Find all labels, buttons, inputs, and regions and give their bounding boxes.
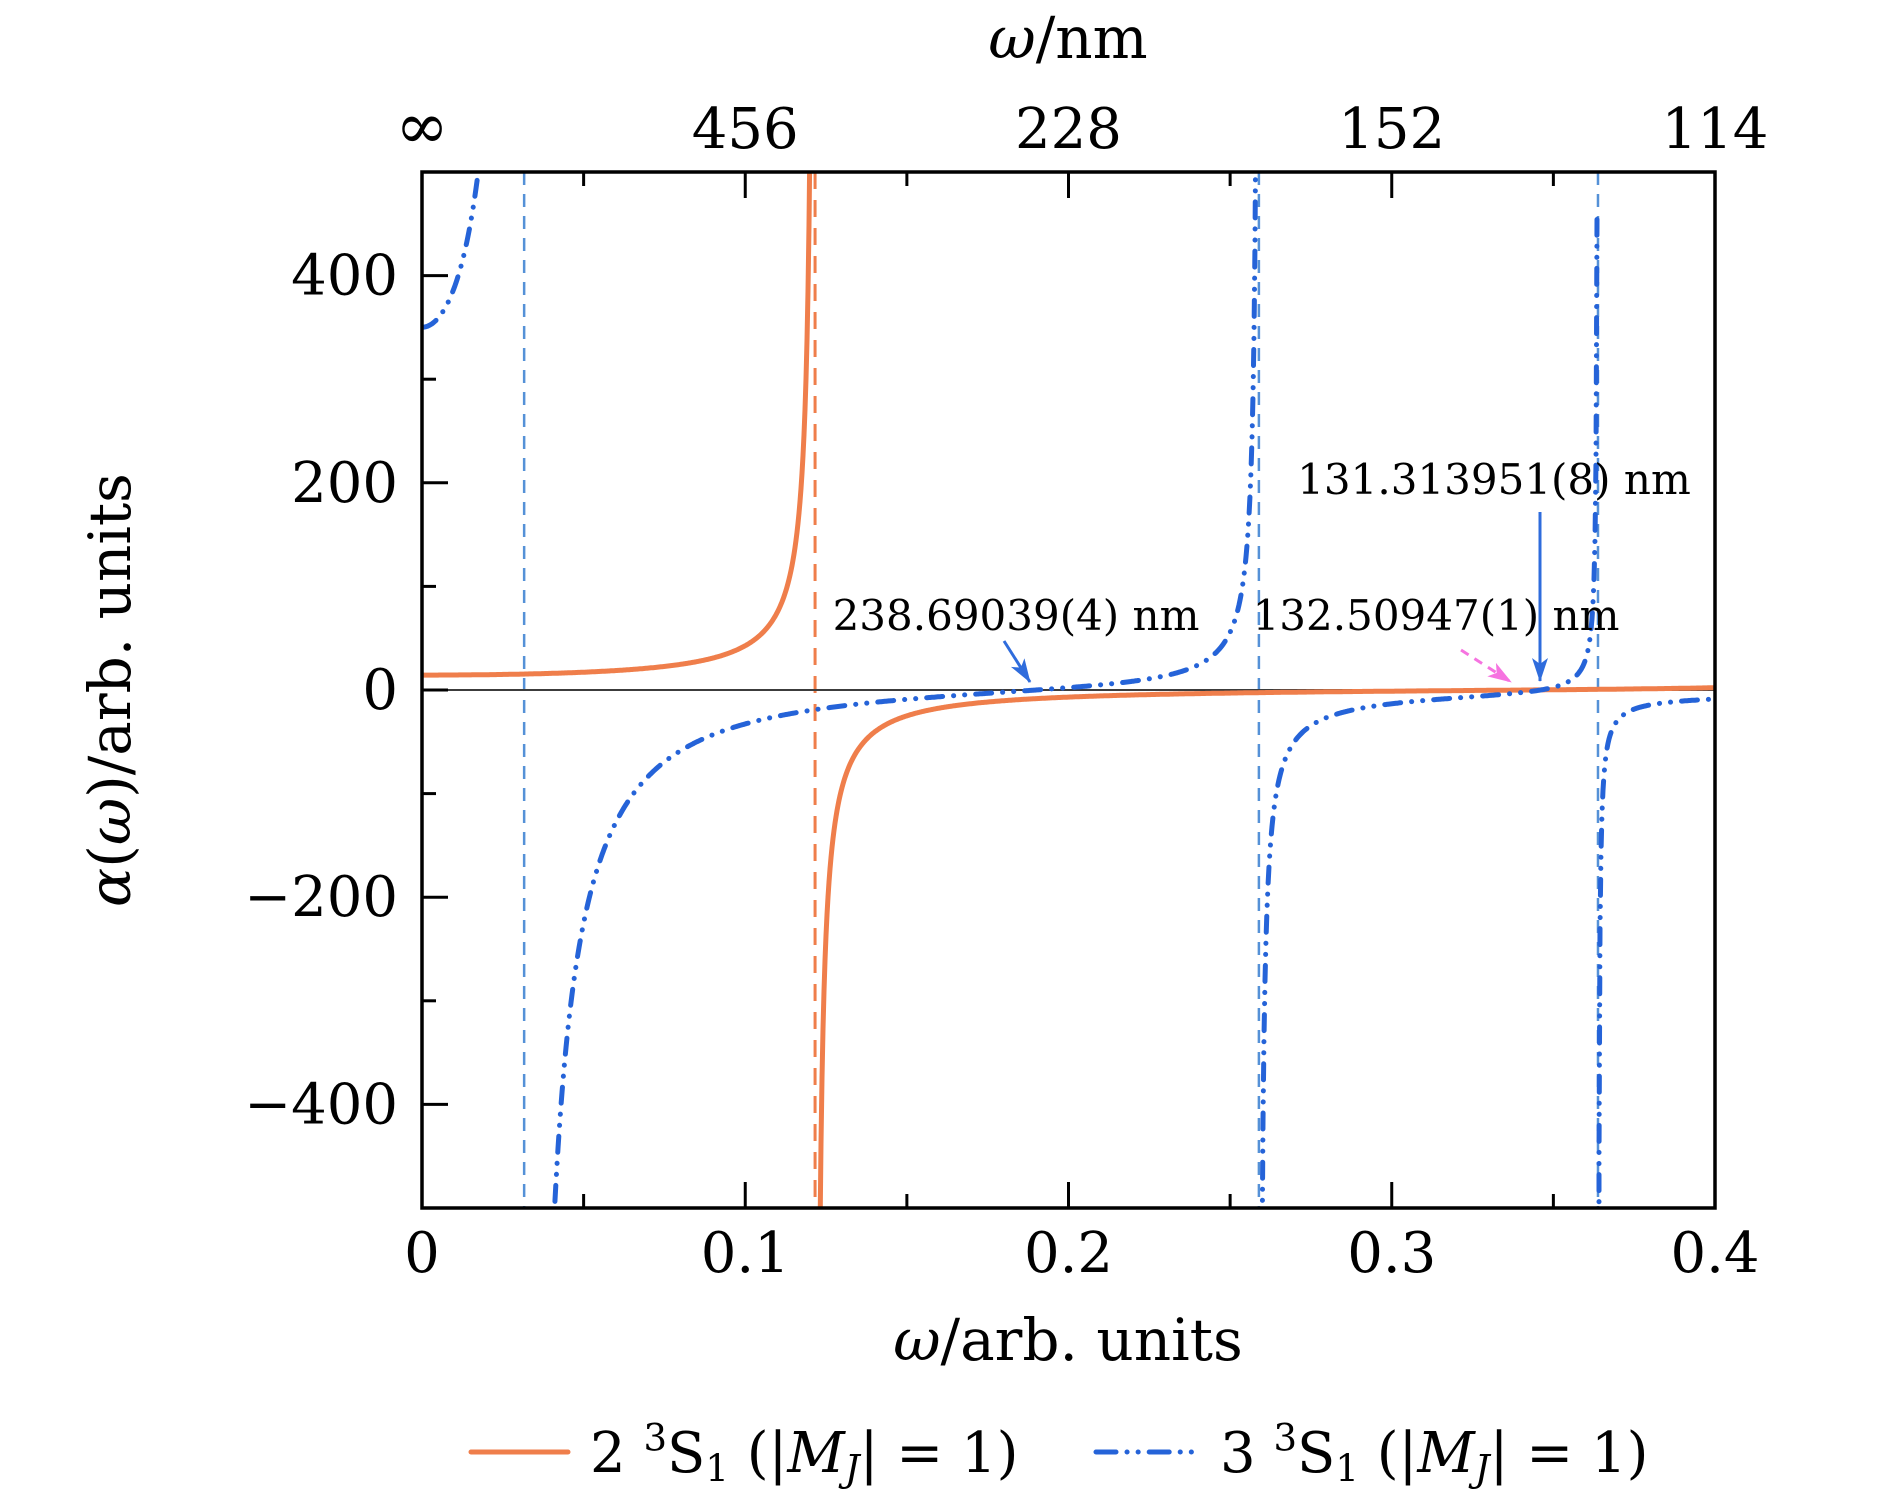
legend-group: 2 3S1 (|MJ| = 1) 3 3S1 (|MJ| = 1) [468, 1417, 1648, 1490]
top-tick-label: 456 [692, 97, 799, 162]
y-tick-label: 400 [291, 244, 398, 309]
top-axis-title: ω/nm [988, 4, 1147, 72]
tick-marks-group [420, 172, 1717, 1208]
top-tick-label: ∞ [395, 90, 448, 164]
x-tick-label: 0.3 [1347, 1221, 1436, 1286]
y-axis-title: α(ω)/arb. units [76, 473, 144, 907]
y-tick-label: 200 [291, 451, 398, 516]
curves-group [422, 172, 1715, 1208]
axis-titles-group: ω/nm ω/arb. units α(ω)/arb. units [76, 4, 1243, 1374]
x-tick-label: 0 [404, 1221, 440, 1286]
curve-s3 [422, 172, 1715, 1208]
y-tick-label: −200 [244, 865, 398, 930]
annotation-text-ann-131: 131.313951(8) nm [1297, 455, 1691, 504]
annotation-text-ann-132: 132.50947(1) nm [1253, 591, 1620, 640]
y-tick-label: −400 [244, 1072, 398, 1137]
annotation-arrow-ann-132 [1460, 648, 1512, 684]
top-tick-label: 152 [1338, 97, 1445, 162]
legend-label-s3: 3 3S1 (|MJ| = 1) [1220, 1417, 1648, 1490]
x-tick-label: 0.1 [701, 1221, 790, 1286]
y-tick-label: 0 [362, 658, 398, 723]
x-tick-label: 0.2 [1024, 1221, 1113, 1286]
annotations-group: 238.69039(4) nm 131.313951(8) nm 132.50947… [833, 455, 1691, 684]
top-tick-label: 228 [1015, 97, 1122, 162]
x-tick-label: 0.4 [1670, 1221, 1759, 1286]
curve-s2 [422, 172, 1715, 1208]
annotation-text-ann-238: 238.69039(4) nm [833, 591, 1200, 640]
legend-label-s2: 2 3S1 (|MJ| = 1) [590, 1417, 1018, 1490]
top-tick-label: 114 [1662, 97, 1769, 162]
annotation-arrow-ann-238 [1002, 640, 1032, 683]
tick-labels-group: 0 0.1 0.2 0.3 0.4 ∞ 456 228 152 114 400 200 0 −200 −40… [244, 90, 1768, 1286]
x-axis-title: ω/arb. units [893, 1306, 1242, 1374]
